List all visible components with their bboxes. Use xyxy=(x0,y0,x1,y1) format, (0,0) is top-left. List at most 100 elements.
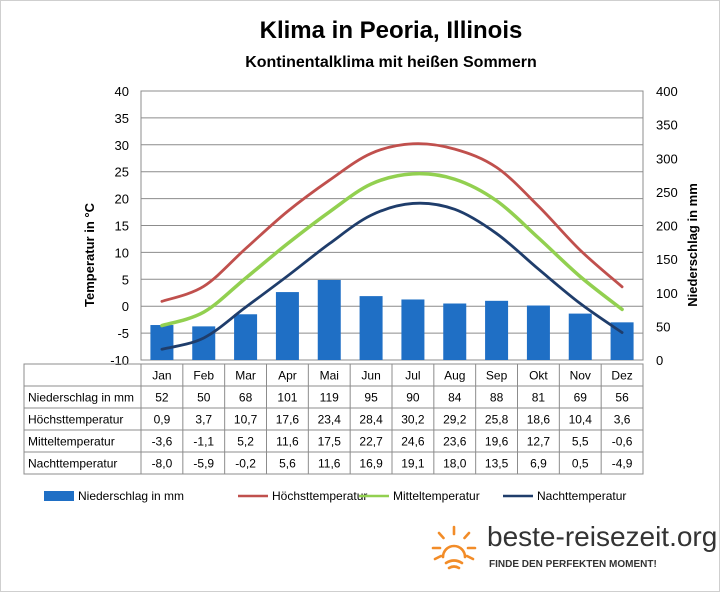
table-row-label: Niederschlag in mm xyxy=(28,391,134,405)
y-tick-right: 400 xyxy=(656,84,678,99)
legend-label: Höchsttemperatur xyxy=(272,489,367,503)
data-table: Jan Feb Mar Apr Mai Jun Jul Aug Sep Okt Nov Dez Nied… xyxy=(23,363,644,475)
x-tick-label: Aug xyxy=(444,369,465,383)
table-cell: -4,9 xyxy=(612,457,633,471)
y-tick-right: 0 xyxy=(656,353,663,368)
table-cell: 119 xyxy=(320,391,339,405)
x-tick-label: Sep xyxy=(486,369,508,383)
table-cell: 11,6 xyxy=(318,457,341,471)
legend-label: Mitteltemperatur xyxy=(393,489,480,503)
table-cell: 24,6 xyxy=(401,435,425,449)
y-tick-right: 300 xyxy=(656,151,678,166)
y-tick-left: -10 xyxy=(110,353,129,368)
table-cell: 23,4 xyxy=(318,413,342,427)
table-cell: 16,9 xyxy=(359,457,383,471)
table-cell: 84 xyxy=(448,391,462,405)
y-tick-left: -5 xyxy=(117,326,129,341)
table-cell: 13,5 xyxy=(485,457,509,471)
table-cell: 22,7 xyxy=(359,435,383,449)
axis-ticks: -10-505101520253035400501001502002503003… xyxy=(110,84,678,368)
precipitation-bar xyxy=(317,279,341,360)
legend-swatch-precipitation xyxy=(44,491,74,501)
legend-label: Nachttemperatur xyxy=(537,489,626,503)
table-cell: 12,7 xyxy=(527,435,551,449)
table-cell: 90 xyxy=(406,391,420,405)
table-cell: 10,4 xyxy=(569,413,593,427)
table-cell: 29,2 xyxy=(443,413,467,427)
table-cell: -1,1 xyxy=(193,435,214,449)
x-tick-label: Jul xyxy=(405,369,420,383)
x-tick-label: Okt xyxy=(529,369,548,383)
table-cell: 25,8 xyxy=(485,413,509,427)
chart-title: Klima in Peoria, Illinois xyxy=(259,17,523,44)
table-cell: 95 xyxy=(364,391,378,405)
x-tick-label: Nov xyxy=(570,369,591,383)
table-cell: 11,6 xyxy=(276,435,299,449)
table-cell: 101 xyxy=(277,391,297,405)
x-tick-label: Jan xyxy=(152,369,171,383)
precipitation-bar xyxy=(485,300,509,360)
x-tick-label: Apr xyxy=(278,369,297,383)
y-tick-right: 150 xyxy=(656,252,678,267)
table-cell: 56 xyxy=(615,391,629,405)
brand-name: beste-reisezeit.org xyxy=(487,521,718,552)
legend: Niederschlag in mm Höchsttemperatur Mittel… xyxy=(44,489,626,503)
plot-frame xyxy=(140,90,644,361)
x-tick-label: Feb xyxy=(193,369,214,383)
table-cell: 68 xyxy=(239,391,253,405)
table-cell: 28,4 xyxy=(359,413,383,427)
table-cell: -8,0 xyxy=(152,457,173,471)
table-row-label: Höchsttemperatur xyxy=(28,413,123,427)
chart-subtitle: Kontinentalklima mit heißen Sommern xyxy=(245,54,537,71)
max-temperature-line xyxy=(160,142,624,303)
y-tick-left: 35 xyxy=(115,111,129,126)
table-row-label: Nachttemperatur xyxy=(28,457,117,471)
table-cell: 17,5 xyxy=(318,435,342,449)
x-tick-label: Mar xyxy=(235,369,256,383)
precipitation-bar xyxy=(150,325,174,360)
table-cell: 19,1 xyxy=(401,457,425,471)
y-tick-left: 15 xyxy=(115,219,129,234)
table-cell: 10,7 xyxy=(234,413,258,427)
table-cell: 17,6 xyxy=(276,413,300,427)
table-cell: 88 xyxy=(490,391,504,405)
precipitation-bar xyxy=(359,296,383,360)
x-tick-label: Mai xyxy=(320,369,339,383)
table-cell: 0,5 xyxy=(572,457,589,471)
table-cell: 3,6 xyxy=(614,413,631,427)
y-tick-left: 25 xyxy=(115,165,129,180)
y-tick-left: 30 xyxy=(115,138,129,153)
table-row-label: Mitteltemperatur xyxy=(28,435,115,449)
y-axis-right-title: Niederschlag in mm xyxy=(685,183,700,307)
table-cell: -3,6 xyxy=(152,435,173,449)
table-cell: 6,9 xyxy=(530,457,547,471)
precipitation-bar xyxy=(401,299,425,360)
table-cell: 52 xyxy=(155,391,169,405)
table-cell: 23,6 xyxy=(443,435,467,449)
y-tick-left: 10 xyxy=(115,245,129,260)
y-tick-left: 40 xyxy=(115,84,129,99)
brand-logo: beste-reisezeit.org FINDE DEN PERFEKTEN … xyxy=(429,521,719,581)
y-tick-right: 50 xyxy=(656,319,670,334)
precipitation-bar xyxy=(443,303,467,360)
table-cell: 5,5 xyxy=(572,435,589,449)
x-tick-label: Jun xyxy=(361,369,380,383)
y-tick-left: 20 xyxy=(115,192,129,207)
table-cell: 18,0 xyxy=(443,457,467,471)
table-cell: 69 xyxy=(574,391,588,405)
table-cell: -0,2 xyxy=(235,457,256,471)
mean-temperature-line xyxy=(160,171,624,328)
y-tick-right: 100 xyxy=(656,286,678,301)
night-temperature-line xyxy=(160,201,624,351)
y-tick-left: 5 xyxy=(122,272,129,287)
table-cell: -0,6 xyxy=(612,435,633,449)
table-cell: 30,2 xyxy=(401,413,425,427)
precipitation-bars xyxy=(150,279,634,360)
grid xyxy=(140,90,644,361)
table-cell: 19,6 xyxy=(485,435,509,449)
precipitation-bar xyxy=(526,305,550,360)
precipitation-bar xyxy=(234,314,258,360)
temperature-lines xyxy=(160,142,624,351)
table-cell: 5,6 xyxy=(279,457,296,471)
table-cell: 5,2 xyxy=(237,435,254,449)
